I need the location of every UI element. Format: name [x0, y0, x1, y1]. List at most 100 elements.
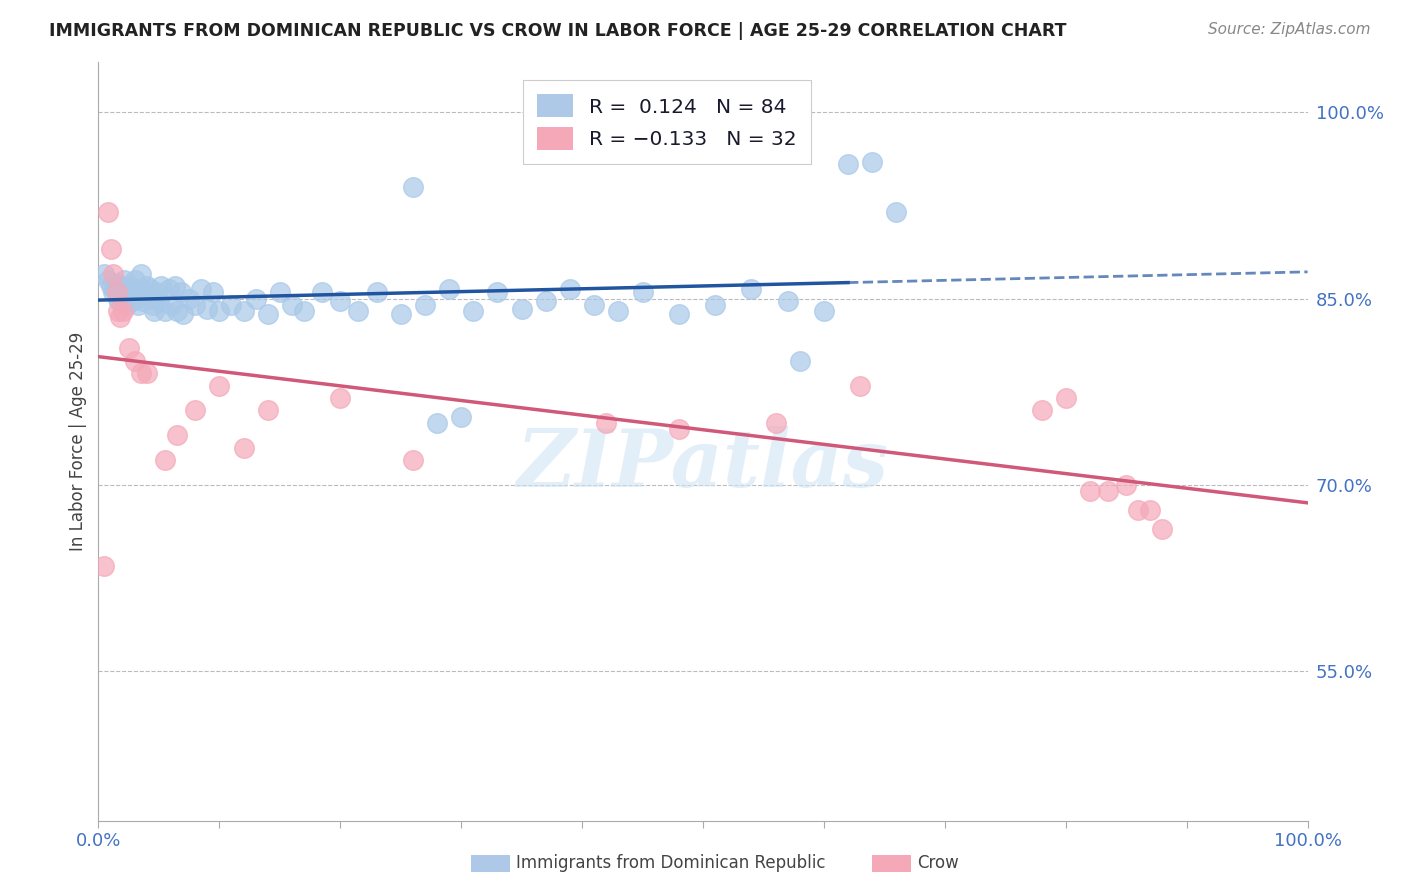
Point	[97, 204, 120, 219]
Point	[172, 306, 194, 320]
Point	[402, 453, 425, 467]
Point	[389, 306, 412, 320]
Point	[97, 273, 120, 287]
Point	[111, 279, 134, 293]
Point	[208, 378, 231, 392]
Point	[631, 285, 654, 300]
Point	[108, 294, 131, 309]
Point	[150, 279, 173, 293]
Point	[292, 304, 315, 318]
Point	[190, 282, 212, 296]
Point	[1078, 484, 1101, 499]
Point	[1139, 503, 1161, 517]
Point	[1097, 484, 1119, 499]
Point	[245, 292, 267, 306]
Point	[740, 282, 762, 296]
Point	[136, 285, 159, 300]
Point	[135, 366, 157, 380]
Point	[179, 292, 201, 306]
Point	[105, 277, 128, 291]
Point	[311, 285, 333, 300]
Point	[127, 282, 149, 296]
Point	[101, 267, 124, 281]
Point	[860, 154, 883, 169]
Point	[534, 294, 557, 309]
Point	[886, 204, 908, 219]
Point	[347, 304, 370, 318]
Point	[269, 285, 291, 300]
Point	[145, 285, 167, 300]
Text: Source: ZipAtlas.com: Source: ZipAtlas.com	[1208, 22, 1371, 37]
Point	[118, 279, 141, 293]
Point	[153, 453, 176, 467]
Point	[510, 301, 533, 316]
Point	[202, 285, 225, 300]
Point	[1031, 403, 1053, 417]
Point	[117, 298, 139, 312]
Point	[837, 157, 859, 171]
Point	[169, 285, 191, 300]
Point	[329, 294, 352, 309]
Legend: R =  0.124   N = 84, R = −0.133   N = 32: R = 0.124 N = 84, R = −0.133 N = 32	[523, 80, 811, 164]
Point	[776, 294, 799, 309]
Point	[256, 306, 278, 320]
Point	[849, 378, 872, 392]
Point	[108, 310, 131, 325]
Point	[127, 298, 149, 312]
Point	[129, 267, 152, 281]
Point	[163, 279, 186, 293]
Point	[426, 416, 449, 430]
Point	[166, 304, 188, 318]
Point	[110, 289, 132, 303]
Point	[329, 391, 352, 405]
Point	[413, 298, 436, 312]
Point	[121, 294, 143, 309]
Point	[111, 304, 134, 318]
Point	[103, 282, 125, 296]
Point	[668, 306, 690, 320]
Point	[148, 294, 170, 309]
Point	[138, 292, 160, 306]
Point	[256, 403, 278, 417]
Point	[124, 353, 146, 368]
Y-axis label: In Labor Force | Age 25-29: In Labor Force | Age 25-29	[69, 332, 87, 551]
Point	[166, 428, 188, 442]
Point	[558, 282, 581, 296]
Point	[118, 341, 141, 355]
Point	[135, 279, 157, 293]
Point	[131, 289, 153, 303]
Point	[160, 298, 183, 312]
Point	[115, 292, 138, 306]
Point	[1152, 522, 1174, 536]
Point	[704, 298, 727, 312]
Point	[1115, 478, 1137, 492]
Point	[486, 285, 509, 300]
Point	[107, 292, 129, 306]
Point	[221, 298, 243, 312]
Point	[107, 304, 129, 318]
Point	[120, 285, 142, 300]
Point	[157, 282, 180, 296]
Point	[125, 292, 148, 306]
Point	[463, 304, 485, 318]
Point	[789, 353, 811, 368]
Point	[583, 298, 606, 312]
Point	[232, 441, 254, 455]
Point	[402, 179, 425, 194]
Point	[184, 403, 207, 417]
Text: Immigrants from Dominican Republic: Immigrants from Dominican Republic	[516, 855, 825, 872]
Point	[105, 285, 128, 300]
Point	[108, 285, 131, 300]
Point	[1128, 503, 1150, 517]
Point	[100, 242, 122, 256]
Point	[143, 304, 166, 318]
Point	[366, 285, 388, 300]
Point	[114, 282, 136, 296]
Point	[100, 279, 122, 293]
Point	[101, 285, 124, 300]
Point	[607, 304, 630, 318]
Point	[118, 285, 141, 300]
Point	[208, 304, 231, 318]
Point	[813, 304, 835, 318]
Point	[1054, 391, 1077, 405]
